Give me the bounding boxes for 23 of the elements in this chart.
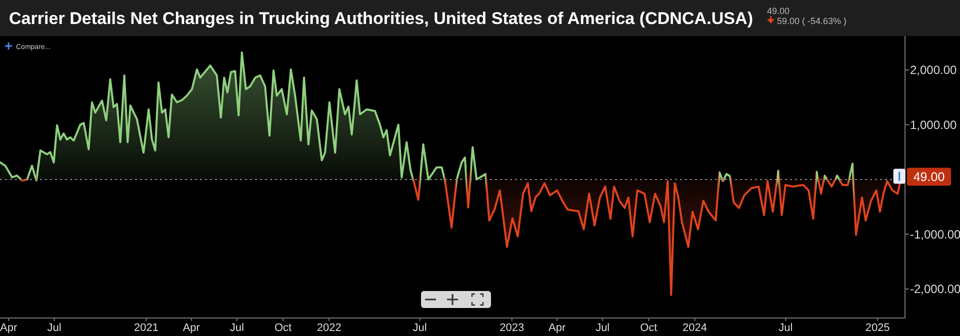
x-tick-label: 2022: [316, 322, 342, 334]
x-tick-label: Jul: [47, 322, 62, 334]
y-tick-label: 1,000.00: [910, 118, 958, 132]
x-tick-label: 2024: [682, 322, 707, 334]
text: 59.00 ( -54.63% ): [777, 16, 847, 26]
x-tick-label: Apr: [182, 322, 200, 334]
x-tick-label: 2025: [865, 322, 890, 334]
chart-title: Carrier Details Net Changes in Trucking Authorities, United States of America (CDNCA.USA): [9, 9, 753, 28]
y-tick-label: 2,000.00: [910, 63, 958, 78]
x-tick-label: Apr: [548, 322, 566, 334]
x-tick-label: Jul: [412, 322, 427, 334]
y-tick-label: -1,000.00: [910, 227, 960, 242]
x-tick-label: Oct: [274, 322, 292, 334]
x-tick-label: Jul: [778, 322, 793, 334]
text: 49.00: [767, 6, 790, 16]
x-tick-label: Apr: [0, 322, 18, 334]
x-tick-label: 2021: [134, 322, 159, 334]
x-tick-label: Jul: [596, 322, 610, 334]
annotation: 49.00: [913, 170, 945, 184]
x-tick-label: Oct: [640, 322, 658, 334]
x-tick-label: Jul: [230, 322, 244, 334]
y-tick-label: -2,000.00: [910, 282, 960, 296]
x-tick-label: 2023: [500, 322, 524, 334]
